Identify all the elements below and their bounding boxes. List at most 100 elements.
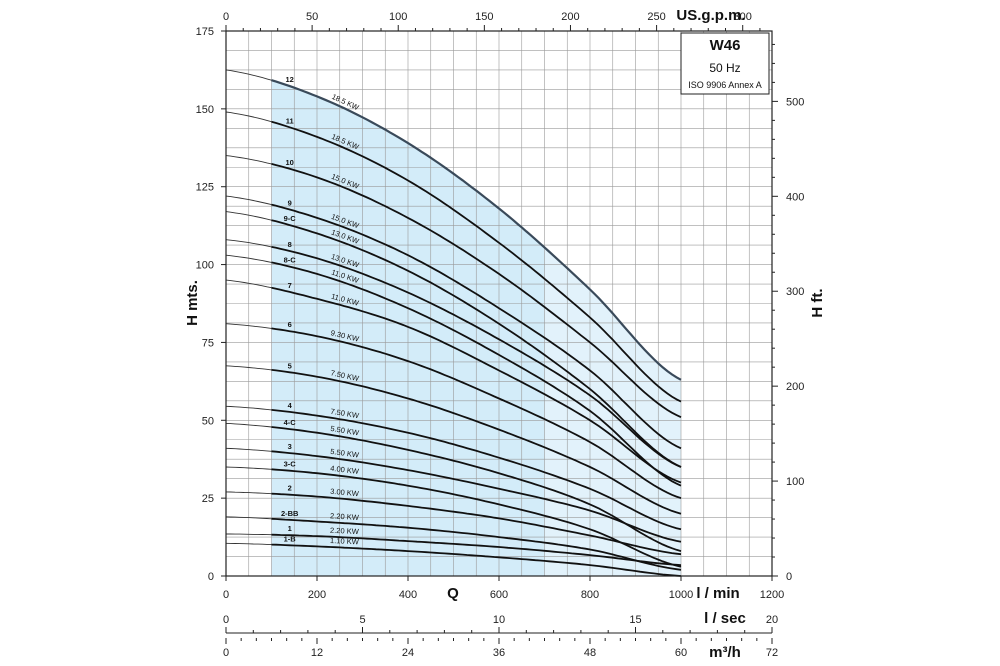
x-tick-label: 200 [308,589,326,601]
lsec-tick-label: 5 [359,614,365,626]
curve-6 [271,327,682,499]
curve-3-C-thin [225,466,272,470]
curve-9-thin [225,195,272,206]
curve-8-C-thin [225,254,272,263]
curve-7 [271,286,682,484]
standard-label: ISO 9906 Annex A [688,80,762,90]
power-label: 4.00 KW [330,464,361,476]
y-tick-label: 100 [196,260,214,272]
y-tick-label: 125 [196,182,214,194]
curve-6-thin [225,323,272,329]
lsec-tick-label: 20 [766,614,778,626]
stage-label: 3 [288,442,292,451]
grid [226,31,772,576]
x-axis-label-q: Q [447,585,459,602]
curve-12 [271,79,682,381]
curve-10 [271,163,682,419]
curve-4 [271,409,682,531]
m3h-tick-label: 60 [675,647,687,659]
top-tick-label: 300 [734,11,752,23]
lsec-tick-label: 0 [223,614,229,626]
stage-label: 1 [288,524,292,533]
stage-label: 4 [288,401,293,410]
curve-8-C [271,261,682,487]
curve-10-thin [225,155,272,165]
curve-4-thin [225,405,272,411]
chart-title: W46 [710,37,741,54]
m3h-tick-label: 12 [311,647,323,659]
lsec-tick-label: 10 [493,614,505,626]
y-tick-label: 50 [202,415,214,427]
curve-3-thin [225,447,272,452]
y-tick-label: 75 [202,337,214,349]
lsec-axis-label: l / sec [704,610,746,627]
top-tick-label: 0 [223,11,229,23]
chart-subtitle: 50 Hz [709,61,740,75]
stage-label: 6 [288,320,292,329]
y-right-tick-label: 300 [786,286,804,298]
stage-label: 9 [288,198,292,207]
stage-label: 2 [288,484,292,493]
power-label: 2.20 KW [330,526,360,536]
curve-11 [271,120,682,403]
lsec-tick-label: 15 [629,614,641,626]
curve-4-C [271,426,682,552]
stage-label: 10 [286,158,294,167]
stage-label: 12 [286,75,294,84]
curve-2-BB-thin [225,516,272,520]
curve-8-thin [225,239,272,248]
x-tick-label: 400 [399,589,417,601]
stage-label: 3-C [284,460,297,469]
power-label: 3.00 KW [330,487,360,499]
top-tick-label: 200 [561,11,579,23]
top-tick-label: 100 [389,11,407,23]
curve-1-thin [226,533,272,536]
curve-2-BB [271,517,682,571]
curve-4-C-thin [225,422,272,428]
y-tick-label: 25 [202,493,214,505]
y-axis-label-right: H ft. [809,288,826,317]
y-tick-label: 150 [196,104,214,116]
curve-9-C-thin [225,211,272,221]
curve-3-C [271,468,682,568]
stage-label: 7 [288,281,292,290]
stage-label: 8-C [284,256,297,265]
stage-label: 2-BB [281,509,299,518]
x-tick-label: 600 [490,589,508,601]
x-axis-unit-lmin: l / min [696,585,739,602]
curve-9 [271,203,682,450]
curve-5 [271,369,682,515]
curve-2-thin [225,491,272,495]
power-label: 5.50 KW [330,447,361,460]
stage-label: 1-B [284,534,297,543]
curve-2 [271,492,682,556]
m3h-tick-label: 72 [766,647,778,659]
curve-3 [271,450,682,543]
x-tick-label: 0 [223,589,229,601]
pump-curves [225,69,682,577]
y-right-tick-label: 100 [786,476,804,488]
curve-8 [271,246,682,468]
curve-7-thin [225,279,272,289]
y-right-tick-label: 0 [786,571,792,583]
stage-label: 9-C [284,214,297,223]
curve-5-thin [225,365,272,371]
x-tick-label: 1200 [760,589,784,601]
curve-11-thin [225,111,272,123]
top-tick-label: 50 [306,11,318,23]
y-right-tick-label: 400 [786,191,804,203]
legend-box: W46 50 Hz ISO 9906 Annex A [680,32,770,95]
power-label: 1.10 KW [330,536,360,546]
curve-1 [271,533,682,566]
curve-1-B [271,543,682,577]
x-tick-label: 1000 [669,589,693,601]
m3h-tick-label: 36 [493,647,505,659]
y-right-tick-label: 200 [786,381,804,393]
stage-label: 5 [288,361,292,370]
m3h-tick-label: 48 [584,647,596,659]
legend-box-frame [680,32,770,95]
stage-label: 4-C [284,418,297,427]
top-axis-label: US.g.p.m. [676,7,745,24]
